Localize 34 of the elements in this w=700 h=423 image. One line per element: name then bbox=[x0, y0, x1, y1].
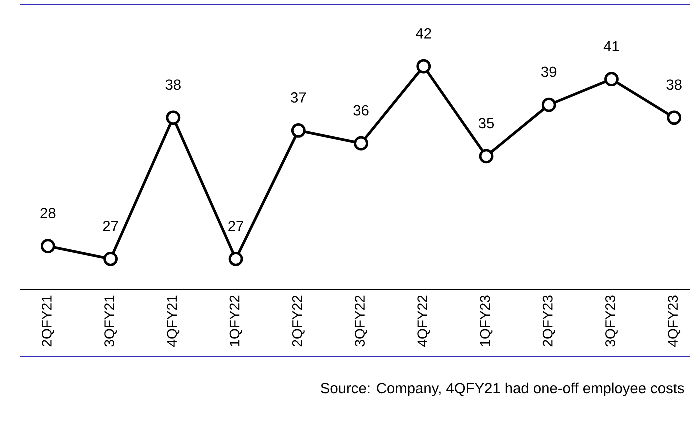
x-tick-label: 1QFY22 bbox=[230, 296, 242, 346]
data-label: 39 bbox=[542, 66, 557, 78]
x-tick-label: 3QFY21 bbox=[104, 296, 117, 347]
x-tick-label: 4QFY23 bbox=[668, 296, 681, 347]
point bbox=[604, 72, 619, 87]
data-label: 38 bbox=[666, 80, 682, 90]
point bbox=[104, 252, 118, 266]
point bbox=[542, 98, 556, 112]
data-label: 42 bbox=[416, 28, 432, 39]
point bbox=[479, 149, 494, 164]
x-tick-label: 3QFY23 bbox=[606, 296, 618, 347]
data-label: 35 bbox=[478, 118, 494, 129]
point bbox=[40, 239, 56, 254]
point bbox=[228, 252, 244, 266]
x-tick-label: 4QFY21 bbox=[167, 296, 180, 347]
data-label: 27 bbox=[103, 221, 118, 232]
x-tick-label: 1QFY23 bbox=[480, 296, 493, 346]
source-note: Source: Company, 4QFY21 had one-off employee costs bbox=[321, 382, 684, 396]
data-label: 28 bbox=[40, 208, 56, 218]
x-tick-label: 2QFY22 bbox=[292, 296, 305, 347]
data-label: 37 bbox=[291, 92, 306, 103]
x-tick-label: 2QFY21 bbox=[42, 296, 54, 347]
point bbox=[354, 136, 368, 151]
point bbox=[416, 59, 432, 74]
data-label: 36 bbox=[354, 105, 369, 116]
data-label: 41 bbox=[604, 41, 620, 52]
data-label: 27 bbox=[228, 221, 244, 232]
x-tick-label: 3QFY22 bbox=[355, 296, 368, 347]
data-label: 38 bbox=[166, 80, 181, 90]
point bbox=[166, 110, 181, 126]
point bbox=[291, 124, 306, 138]
x-tick-label: 4QFY22 bbox=[418, 296, 430, 347]
point bbox=[667, 110, 682, 126]
x-tick-label: 2QFY23 bbox=[542, 296, 556, 347]
